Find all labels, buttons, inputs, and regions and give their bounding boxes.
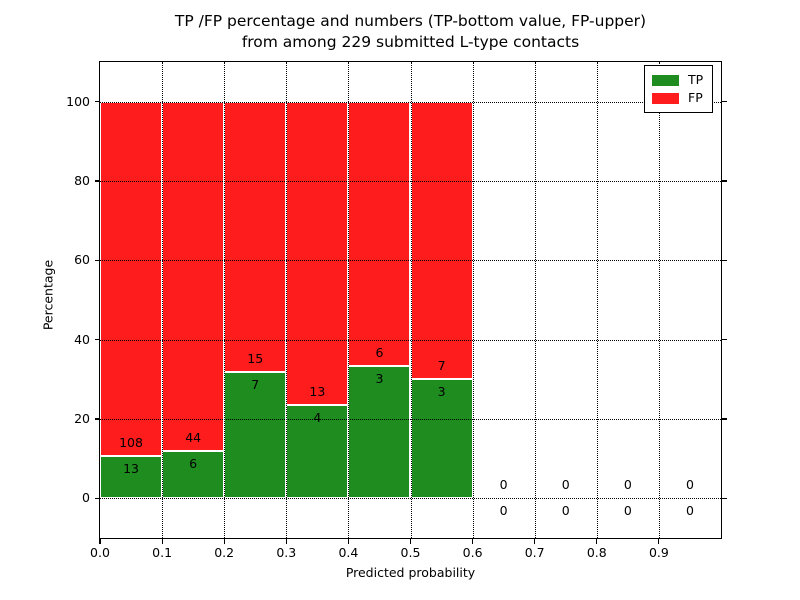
bar-annotation-fp: 6 [375, 345, 384, 361]
y-tick-mark-right [722, 497, 727, 499]
y-tick-label: 60 [74, 252, 90, 268]
gridline-vertical [658, 62, 660, 538]
gridline-vertical [348, 62, 350, 538]
y-tick-mark-right [722, 180, 727, 182]
x-tick-mark [534, 539, 536, 544]
bar-annotation-fp: 108 [119, 434, 143, 450]
legend-label-fp: FP [688, 90, 703, 105]
gridline-vertical [224, 62, 226, 538]
x-tick-label: 0.8 [586, 545, 607, 560]
bar-annotation-tp: 0 [499, 503, 508, 519]
bar-annotation-fp: 0 [561, 477, 570, 493]
bar-segment-fp [224, 101, 287, 373]
bar-segment-tp [410, 379, 473, 499]
x-tick-mark [472, 539, 474, 544]
bar-annotation-tp: 3 [375, 371, 384, 387]
gridline-vertical [472, 62, 474, 538]
y-tick-mark [94, 180, 99, 182]
x-tick-label: 0.0 [90, 545, 110, 560]
bar-segment-tp [100, 455, 163, 499]
x-tick-label: 0.3 [276, 545, 297, 560]
y-tick-mark [94, 339, 99, 341]
y-tick-mark-right [722, 339, 727, 341]
bar-annotation-fp: 13 [309, 384, 326, 399]
y-tick-label: 40 [74, 331, 90, 347]
y-tick-mark-right [722, 101, 727, 103]
x-tick-mark [347, 539, 349, 544]
bar-annotation-tp: 3 [437, 384, 446, 400]
x-tick-label: 0.5 [400, 545, 421, 560]
bar-annotation-fp: 0 [499, 477, 508, 493]
x-tick-label: 0.7 [524, 545, 545, 560]
x-tick-mark [161, 539, 163, 544]
chart-title: TP /FP percentage and numbers (TP-bottom… [100, 11, 721, 53]
bar-annotation-tp: 13 [123, 460, 139, 476]
bar-segment-fp [286, 101, 349, 405]
gridline-vertical [162, 62, 164, 538]
gridline-vertical [596, 62, 598, 538]
bar-annotation-fp: 7 [437, 358, 446, 374]
gridline-vertical [534, 62, 536, 538]
y-tick-label: 0 [82, 490, 90, 506]
x-tick-label: 0.9 [648, 545, 669, 560]
legend-entry-tp: TP [652, 71, 705, 89]
x-tick-mark [285, 539, 287, 544]
y-axis-label: Percentage [40, 259, 56, 331]
legend-swatch-tp-icon [652, 74, 679, 86]
x-tick-label: 0.1 [152, 545, 173, 560]
plot-area: 108 13 44 6 15 7 13 4 6 3 7 3 0 0 0 0 0 0 0 0 [94, 61, 727, 544]
y-tick-mark [94, 259, 99, 261]
bar-segment-tp [162, 450, 225, 499]
bar-annotation-tp: 6 [189, 455, 198, 471]
legend-label-tp: TP [688, 72, 704, 87]
bar-annotation-fp: 0 [685, 477, 694, 493]
bar-annotation-tp: 0 [561, 503, 570, 519]
y-tick-mark [94, 418, 99, 420]
bar-annotation-tp: 0 [685, 503, 694, 519]
legend-entry-fp: FP [652, 89, 705, 107]
gridline-vertical [286, 62, 288, 538]
y-tick-mark-right [722, 259, 727, 261]
bar-segment-tp [286, 405, 349, 499]
x-tick-label: 0.2 [214, 545, 235, 560]
bar-segment-fp [162, 101, 225, 451]
x-tick-mark [409, 539, 412, 544]
bar-segment-fp [410, 101, 473, 380]
bar-annotation-fp: 0 [623, 477, 632, 493]
y-tick-mark [94, 497, 99, 499]
x-axis-label: Predicted probability [345, 565, 476, 580]
bar-annotation-tp: 4 [313, 410, 322, 425]
x-tick-mark [223, 539, 225, 544]
y-tick-label: 80 [74, 173, 90, 188]
chart-title-line1: TP /FP percentage and numbers (TP-bottom… [174, 12, 647, 30]
bar-annotation-tp: 7 [251, 377, 260, 393]
bar-annotation-fp: 15 [247, 351, 264, 367]
x-tick-mark [596, 539, 598, 544]
x-tick-mark [99, 539, 101, 544]
y-tick-mark-right [722, 418, 727, 420]
y-tick-label: 100 [66, 93, 90, 109]
x-tick-mark [658, 539, 660, 544]
bar-annotation-fp: 44 [185, 429, 202, 445]
x-tick-label: 0.6 [462, 545, 483, 560]
gridline-vertical [410, 62, 412, 538]
chart-title-line2: from among 229 submitted L-type contacts [241, 33, 580, 51]
y-tick-label: 20 [74, 411, 90, 426]
y-tick-mark [94, 101, 99, 103]
legend: TP FP [644, 65, 713, 113]
x-tick-label: 0.4 [338, 545, 359, 560]
bar-segment-fp [100, 101, 163, 456]
legend-swatch-fp-icon [652, 92, 679, 104]
bar-segment-fp [348, 101, 411, 367]
bar-annotation-tp: 0 [623, 503, 632, 519]
